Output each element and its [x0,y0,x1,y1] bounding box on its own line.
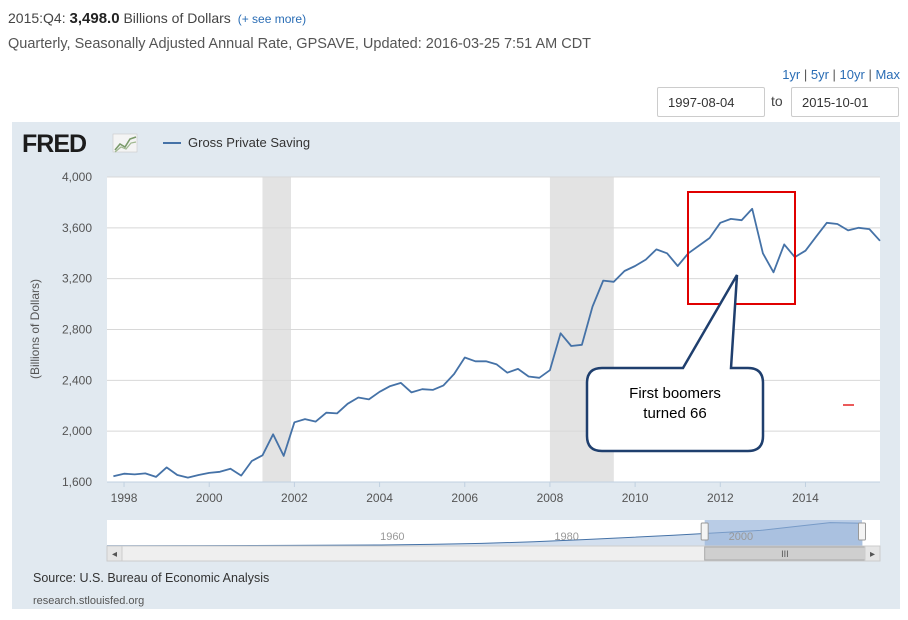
x-tick-label: 2000 [196,491,223,505]
scrollbar-grip: III [781,549,789,559]
annotation-highlight-box [687,191,796,305]
scroll-right-arrow-icon: ▸ [870,549,875,560]
range-selector: 1yr | 5yr | 10yr | Max [782,67,900,82]
period-label: 2015:Q4: [8,10,66,26]
x-tick-label: 2002 [281,491,308,505]
range-10yr-link[interactable]: 10yr [839,67,865,82]
navigator-selection[interactable] [704,520,862,546]
end-date-input[interactable] [791,87,899,117]
y-tick-label: 2,000 [62,424,92,438]
unit-label: Billions of Dollars [123,10,231,26]
annotation-text: First boomers turned 66 [629,385,721,422]
legend-swatch [163,142,181,144]
y-tick-label: 4,000 [62,170,92,184]
navigator-right-handle[interactable] [858,522,866,541]
x-tick-label: 2006 [451,491,478,505]
x-tick-label: 1998 [111,491,138,505]
see-more-link[interactable]: (+ see more) [237,12,307,26]
y-tick-label: 1,600 [62,475,92,489]
fred-logo: FRED [22,130,87,158]
source-label: Source: U.S. Bureau of Economic Analysis [33,571,270,585]
scroll-left-arrow-icon: ◂ [112,549,117,560]
x-tick-label: 2010 [622,491,649,505]
scroll-left-button[interactable] [106,545,123,562]
y-tick-label: 3,600 [62,221,92,235]
x-tick-label: 2008 [537,491,564,505]
summary-line: 2015:Q4: 3,498.0 Billions of Dollars (+ … [8,10,306,27]
navigator[interactable]: 1960 1980 2000 III ◂ ▸ [106,520,881,562]
to-label: to [771,93,783,109]
y-tick-label: 2,800 [62,323,92,337]
navigator-year-label: 1960 [380,531,404,543]
legend-label: Gross Private Saving [188,135,311,150]
x-tick-label: 2012 [707,491,734,505]
range-1yr-link[interactable]: 1yr [782,67,801,82]
y-tick-label: 2,400 [62,373,92,387]
navigator-year-label: 1980 [554,531,578,543]
latest-value: 3,498.0 [69,10,120,27]
site-url: research.stlouisfed.org [33,595,145,607]
navigator-left-handle[interactable] [700,522,709,541]
annotation-callout [585,274,765,453]
x-tick-label: 2014 [792,491,819,505]
x-tick-label: 2004 [366,491,393,505]
y-tick-label: 3,200 [62,272,92,286]
series-line-gross-private-saving [113,207,881,479]
y-axis-label: (Billions of Dollars) [28,279,42,379]
start-date-input[interactable] [657,87,765,117]
series-subtitle: Quarterly, Seasonally Adjusted Annual Ra… [8,36,592,52]
navigator-year-label: 2000 [729,531,753,543]
range-5yr-link[interactable]: 5yr [810,67,829,82]
scroll-right-button[interactable] [864,545,881,562]
range-max-link[interactable]: Max [875,67,900,82]
